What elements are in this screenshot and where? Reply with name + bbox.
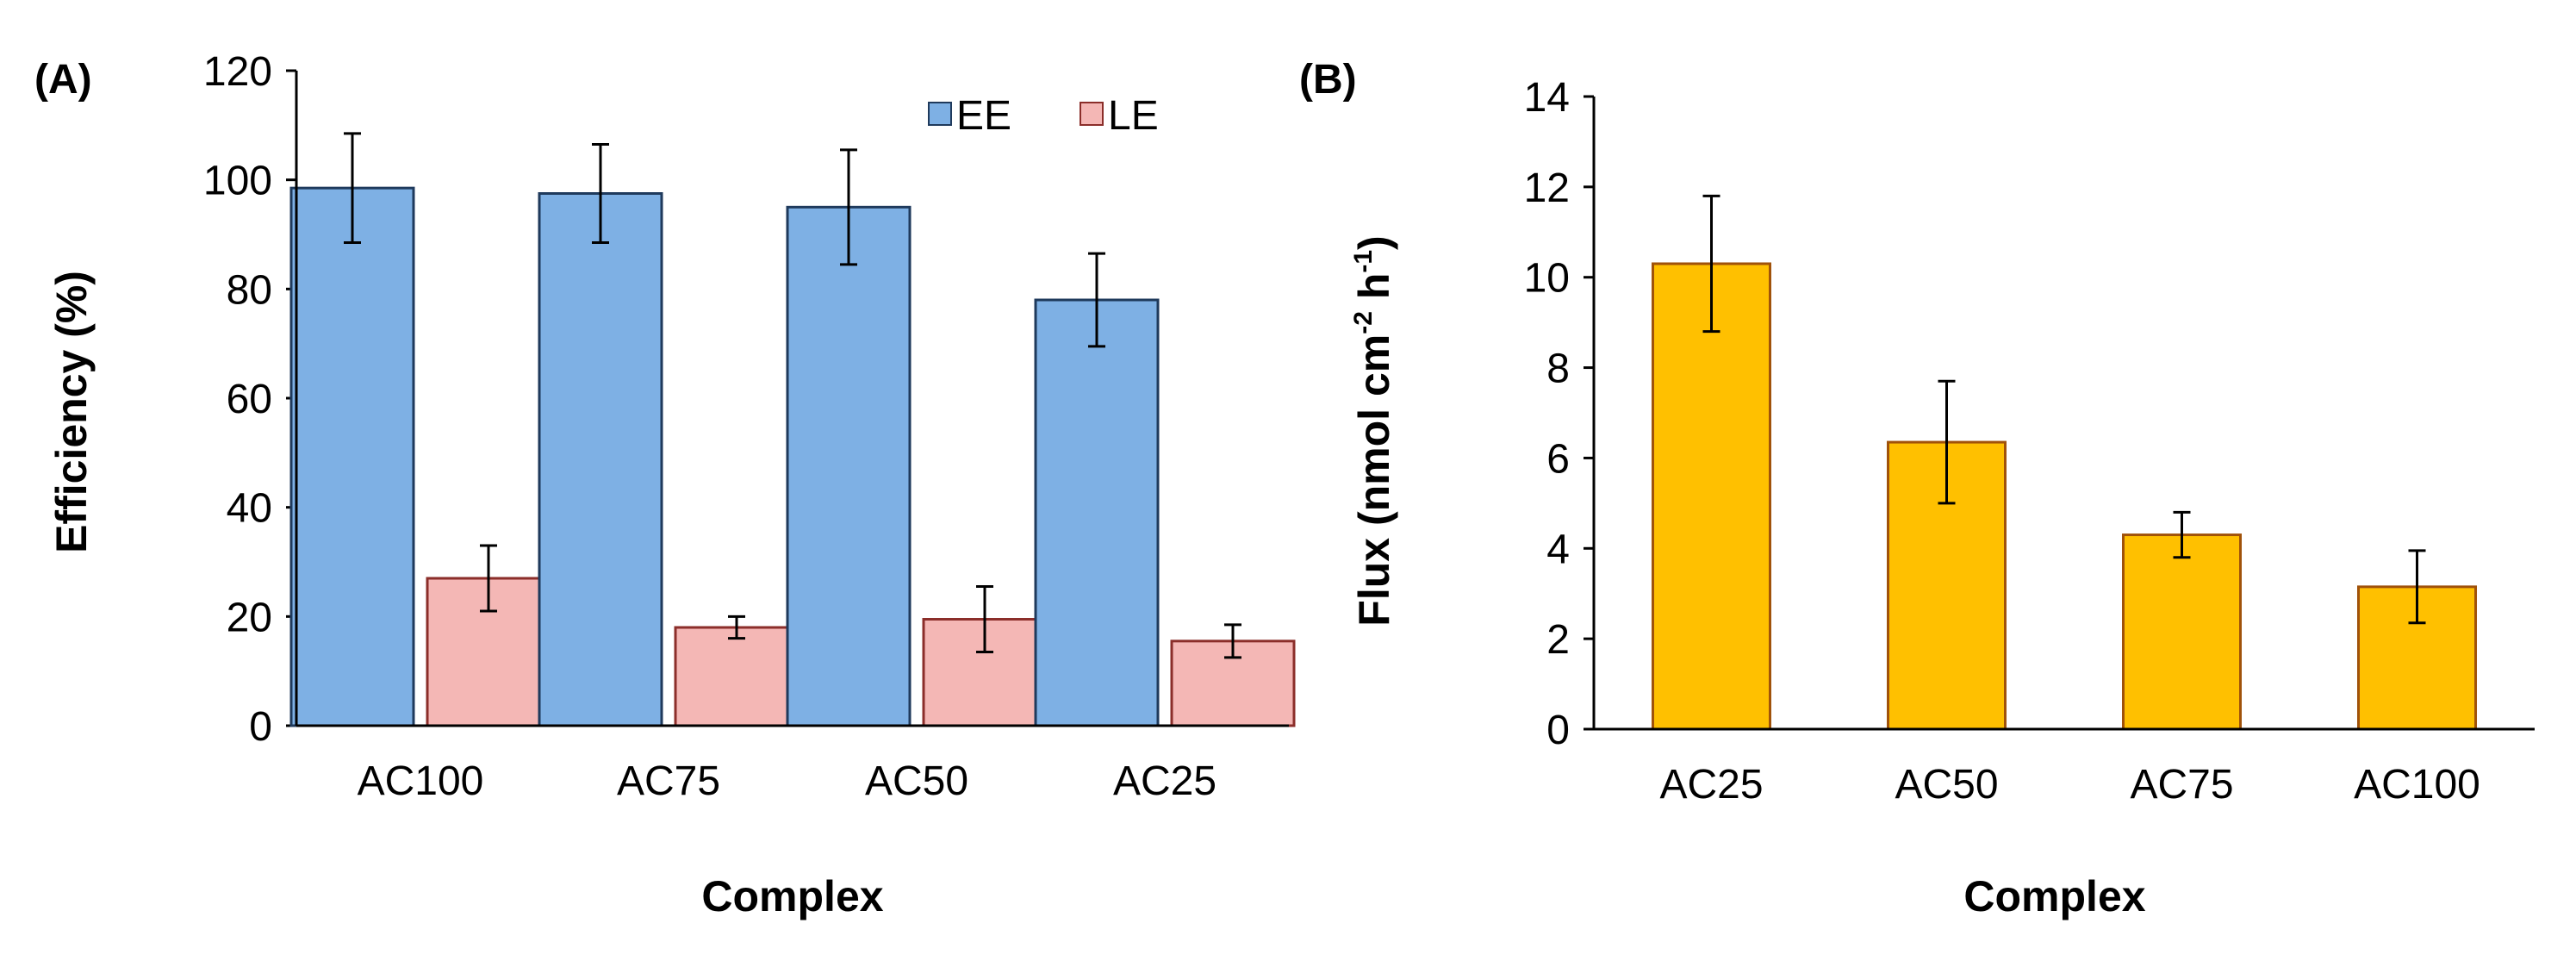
panel-a-y-tick-label: 120 — [203, 49, 272, 95]
panel-a-y-tick-label: 60 — [227, 377, 272, 422]
legend-swatch-ee — [928, 102, 952, 126]
panel-a-label: (A) — [34, 57, 92, 103]
panel-a-error-bar-le-ac25 — [1224, 623, 1241, 659]
panel-a-y-tick-label: 0 — [249, 704, 272, 750]
panel-b-y-ticks: 0 2 4 6 8 10 12 14 — [1524, 75, 1594, 753]
panel-b-y-tick-label: 12 — [1524, 165, 1570, 211]
panel-a-error-bar-le-ac75 — [728, 615, 745, 640]
panel-b-error-bar-flux-ac25 — [1702, 194, 1720, 334]
panel-b-y-title-sup-1: -2 — [1349, 311, 1378, 334]
panel-a-legend: EE LE — [928, 93, 1159, 139]
panel-a-x-ticks: AC100 AC75 AC50 AC25 — [358, 758, 1216, 804]
panel-a-y-tick-label: 20 — [227, 595, 272, 640]
panel-a-y-tick-label: 100 — [203, 159, 272, 204]
panel-b-y-tick-label: 8 — [1546, 346, 1570, 392]
panel-a-y-tick-label: 40 — [227, 486, 272, 532]
panel-b-y-title-sup-2: -1 — [1349, 250, 1378, 273]
panel-a-x-tick-label: AC75 — [617, 758, 720, 804]
panel-b-bar-flux-ac75 — [2122, 533, 2242, 731]
panel-b-bars — [1652, 262, 2477, 731]
legend-label-le: LE — [1108, 93, 1159, 139]
panel-a-bar-ee-ac100 — [289, 186, 415, 727]
panel-a-chart: (A) Efficiency (%) Complex 0 20 40 60 80 100 1… — [34, 49, 1296, 920]
panel-b-y-tick-label: 6 — [1546, 436, 1570, 482]
panel-a-error-bar-le-ac50 — [976, 585, 993, 653]
panel-a-error-bar-ee-ac75 — [592, 143, 609, 244]
panel-b-x-tick-label: AC75 — [2130, 762, 2233, 808]
panel-a-error-bars — [344, 132, 1241, 659]
panel-b-y-tick-label: 4 — [1546, 527, 1570, 572]
panel-b-y-tick-label: 0 — [1546, 708, 1570, 753]
panel-b-y-tick-label: 10 — [1524, 256, 1570, 302]
panel-b-chart: (B) Flux (nmol cm-2 h-1) Complex 0 2 4 6 8 10… — [1299, 57, 2535, 920]
panel-b-error-bars — [1702, 194, 2426, 625]
legend-label-ee: EE — [956, 93, 1011, 139]
panel-b-y-tick-label: 2 — [1546, 617, 1570, 663]
panel-a-error-bar-ee-ac50 — [840, 148, 857, 266]
panel-b-y-tick-label: 14 — [1524, 75, 1570, 121]
panel-b-y-title-part-1: Flux (nmol cm — [1350, 334, 1398, 627]
panel-b-error-bar-flux-ac50 — [1938, 379, 1956, 505]
panel-b-error-bar-flux-ac75 — [2173, 510, 2191, 559]
panel-a-y-tick-label: 80 — [227, 267, 272, 313]
panel-b-x-tick-label: AC25 — [1659, 762, 1763, 808]
panel-b-y-title-part-2: h — [1350, 273, 1398, 311]
panel-b-y-axis-title: Flux (nmol cm-2 h-1) — [1349, 235, 1398, 626]
panel-a-bars — [289, 186, 1296, 727]
panel-a-error-bar-ee-ac25 — [1088, 252, 1105, 348]
panel-b-error-bar-flux-ac100 — [2408, 549, 2426, 625]
panel-a-bar-ee-ac75 — [538, 192, 663, 727]
panel-a-bar-ee-ac50 — [786, 205, 912, 727]
panel-a-bar-ee-ac25 — [1034, 298, 1160, 727]
panel-a-y-ticks: 0 20 40 60 80 100 120 — [203, 49, 296, 750]
panel-b-label: (B) — [1299, 57, 1357, 103]
panel-b-y-title-part-3: ) — [1350, 235, 1398, 250]
panel-a-x-tick-label: AC25 — [1113, 758, 1216, 804]
panel-a-x-tick-label: AC50 — [865, 758, 968, 804]
panel-a-error-bar-ee-ac100 — [344, 132, 361, 244]
panel-a-y-axis-title: Efficiency (%) — [47, 271, 96, 553]
panel-a-error-bar-le-ac100 — [480, 544, 497, 613]
panel-a-bar-le-ac75 — [674, 626, 800, 727]
panel-b-x-tick-label: AC100 — [2354, 762, 2480, 808]
panel-a-x-tick-label: AC100 — [358, 758, 484, 804]
panel-b-x-ticks: AC25 AC50 AC75 AC100 — [1659, 762, 2480, 808]
panel-a-x-axis-title: Complex — [701, 872, 883, 920]
panel-b-x-axis-title: Complex — [1963, 872, 2145, 920]
panel-b-bar-flux-ac25 — [1652, 262, 1771, 731]
panel-b-x-tick-label: AC50 — [1895, 762, 1998, 808]
legend-swatch-le — [1080, 102, 1104, 126]
